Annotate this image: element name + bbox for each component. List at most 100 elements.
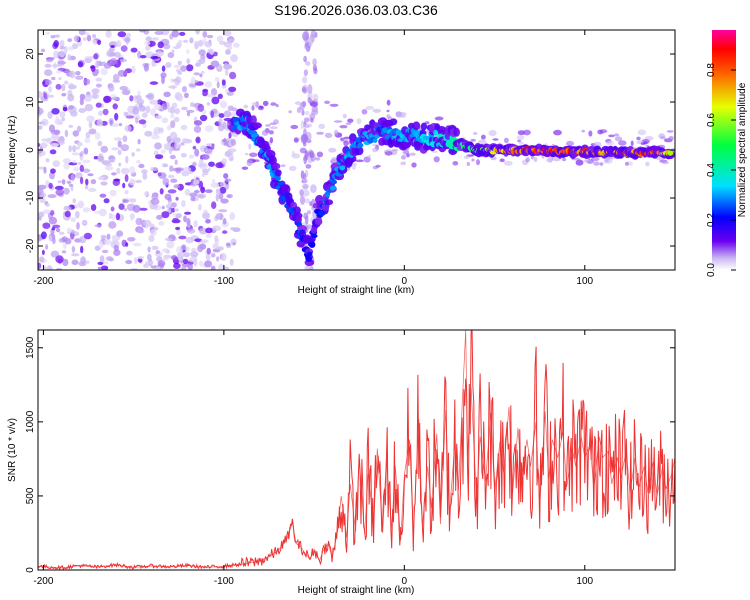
speckle-blob [77,61,84,68]
spectrogram-x-tick-label: -100 [214,276,234,287]
speckle-blob [82,37,87,41]
speckle-blob [73,35,80,42]
speckle-blob [304,265,310,270]
speckle-blob [100,145,109,153]
speckle-blob [291,150,295,156]
speckle-blob [91,93,98,99]
speckle-blob [290,124,299,130]
speckle-blob [113,137,123,141]
ridge-halo [389,118,398,126]
speckle-blob [94,210,104,215]
speckle-blob [157,260,166,267]
speckle-blob [211,143,215,150]
speckle-blob [194,148,200,157]
ridge-core [331,179,337,185]
speckle-blob [310,30,317,38]
speckle-blob [154,31,164,35]
speckle-blob [149,204,158,210]
speckle-blob [147,246,151,253]
speckle-blob [199,145,208,153]
speckle-blob [218,118,223,125]
ridge-halo [272,162,281,170]
speckle-blob [109,189,117,197]
speckle-blob [324,132,333,138]
speckle-blob [63,241,67,249]
speckle-blob [200,154,210,160]
speckle-blob [38,107,44,115]
speckle-blob [127,237,136,242]
speckle-blob [43,92,48,100]
speckle-blob [228,132,232,139]
speckle-blob [218,192,224,200]
speckle-blob [614,136,623,142]
speckle-blob [409,152,416,156]
speckle-blob [153,126,162,135]
speckle-blob [305,215,309,225]
speckle-blob [93,53,99,60]
ridge-core [339,165,346,171]
speckle-blob [470,138,476,142]
speckle-blob [132,242,142,247]
speckle-blob [205,148,213,155]
speckle-blob [659,136,666,140]
speckle-blob [186,49,190,54]
speckle-blob [204,81,213,88]
speckle-blob [84,137,91,144]
speckle-blob [434,116,444,121]
speckle-blob [182,166,192,172]
speckle-blob [189,83,197,87]
speckle-blob [63,187,70,195]
speckle-blob [227,194,233,199]
speckle-blob [183,252,190,258]
speckle-blob [61,179,66,185]
speckle-blob [41,138,50,142]
speckle-blob [516,135,525,140]
speckle-blob [79,93,86,100]
speckle-blob [553,158,561,162]
speckle-blob [166,240,175,249]
speckle-blob [229,112,238,117]
speckle-blob [211,96,220,105]
speckle-blob [61,92,67,97]
speckle-blob [478,139,487,145]
speckle-blob [324,100,331,105]
snr-x-tick-label: 100 [576,576,593,587]
speckle-blob [71,245,75,254]
speckle-blob [47,111,53,119]
speckle-blob [66,227,73,233]
speckle-blob [45,31,51,35]
speckle-blob [356,118,362,125]
speckle-blob [210,110,214,119]
speckle-blob [112,103,118,110]
speckle-blob [173,116,180,123]
speckle-blob [305,111,310,116]
speckle-blob [299,189,304,197]
speckle-blob [206,93,215,98]
speckle-blob [121,89,131,96]
speckle-blob [175,196,179,201]
speckle-blob [222,121,227,130]
speckle-blob [343,140,349,147]
speckle-blob [220,100,228,109]
speckle-blob [492,138,499,141]
speckle-blob [199,227,208,235]
colorbar-ticks: 0.0 0.2 0.4 0.6 0.8 [706,63,736,277]
speckle-blob [154,142,162,150]
ridge-halo [453,127,460,137]
speckle-blob [150,56,159,60]
speckle-blob [162,248,169,253]
speckle-blob [192,145,197,150]
speckle-blob [230,238,237,246]
speckle-blob [42,209,51,214]
speckle-blob [151,59,156,67]
speckle-blob [212,243,219,250]
speckle-blob [124,190,129,195]
speckle-blob [162,257,169,261]
speckle-blob [268,130,274,135]
speckle-blob [114,51,121,58]
speckle-blob [68,145,72,153]
speckle-blob [63,205,72,211]
speckle-blob [136,159,141,164]
speckle-blob [177,60,182,66]
speckle-blob [110,206,115,212]
